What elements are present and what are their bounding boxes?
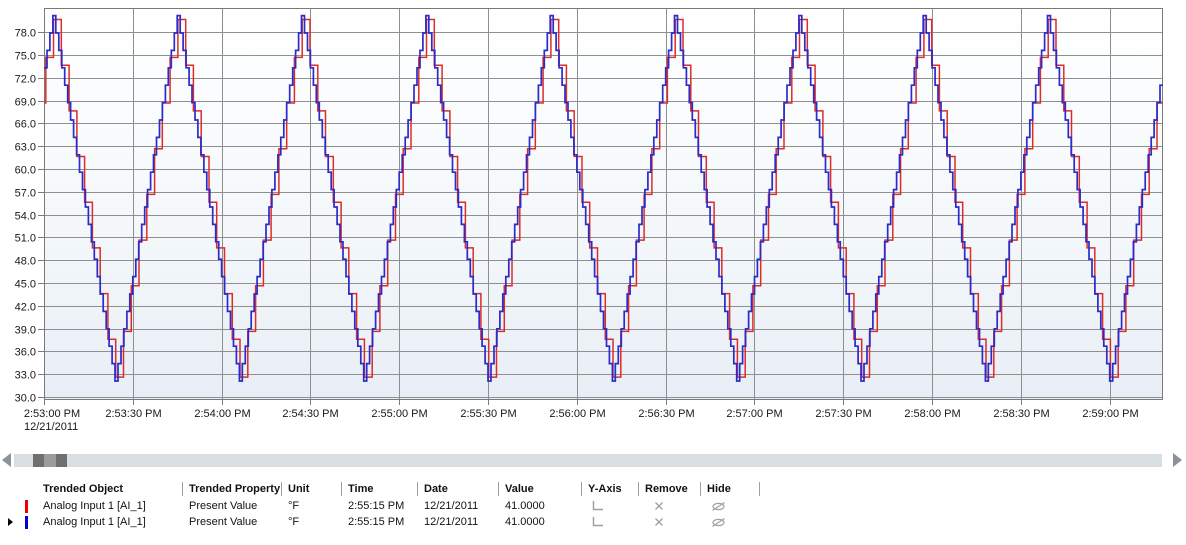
trend-legend-table: Trended Object Trended Property Unit Time Da… bbox=[0, 479, 1186, 530]
y-axis-tick-label: 36.0 bbox=[15, 347, 36, 359]
x-axis-date-label: 12/21/2011 bbox=[24, 421, 79, 433]
cell-value: 41.0000 bbox=[505, 500, 545, 512]
y-axis-tick-label: 60.0 bbox=[15, 165, 36, 177]
icon-cell bbox=[707, 517, 760, 528]
y-axis-tick-label: 66.0 bbox=[15, 119, 36, 131]
scroll-left-arrow-icon[interactable] bbox=[2, 453, 11, 467]
x-axis-tick-label: 2:57:00 PM bbox=[726, 408, 782, 420]
trend-chart[interactable]: 78.0 75.0 72.0 69.0 66.0 63.0 60.0 57.0 54.0 51.0… bbox=[0, 0, 1186, 445]
column-header-trended-property[interactable]: Trended Property bbox=[189, 481, 282, 496]
column-header-hide[interactable]: Hide bbox=[707, 481, 760, 496]
column-header-date[interactable]: Date bbox=[424, 481, 499, 496]
series-color-swatch bbox=[25, 515, 28, 529]
y-axis-icon[interactable] bbox=[590, 516, 604, 528]
y-axis-tick-label: 78.0 bbox=[15, 28, 36, 40]
selected-row-arrow-icon bbox=[8, 518, 13, 526]
cell-trended-object: Analog Input 1 [AI_1] bbox=[43, 500, 146, 512]
cell-date: 12/21/2011 bbox=[424, 500, 479, 512]
icon-cell bbox=[645, 517, 701, 527]
icon-cell bbox=[707, 501, 760, 512]
icon-cell bbox=[588, 500, 639, 512]
scrollbar-track[interactable] bbox=[14, 454, 1162, 467]
thumb-left-handle[interactable] bbox=[33, 454, 44, 467]
cell-value: 41.0000 bbox=[505, 516, 545, 528]
cell-date: 12/21/2011 bbox=[424, 516, 479, 528]
remove-x-icon[interactable] bbox=[654, 501, 664, 511]
cell-trended-property: Present Value bbox=[189, 500, 258, 512]
row-selector-cell bbox=[0, 499, 43, 513]
cell-trended-property: Present Value bbox=[189, 516, 258, 528]
icon-cell bbox=[588, 516, 639, 528]
table-header-row: Trended Object Trended Property Unit Time Da… bbox=[0, 479, 1186, 498]
cell-trended-object: Analog Input 1 [AI_1] bbox=[43, 516, 146, 528]
column-header-trended-object[interactable]: Trended Object bbox=[43, 481, 183, 496]
x-axis-tick-label: 2:58:30 PM bbox=[993, 408, 1049, 420]
x-axis-tick-label: 2:55:00 PM bbox=[371, 408, 427, 420]
y-axis-tick-label: 51.0 bbox=[15, 233, 36, 245]
y-axis-tick-label: 69.0 bbox=[15, 97, 36, 109]
scroll-right-arrow-icon[interactable] bbox=[1173, 453, 1182, 467]
thumb-grip[interactable] bbox=[44, 454, 56, 467]
y-axis-tick-label: 63.0 bbox=[15, 142, 36, 154]
plot-border bbox=[44, 8, 1163, 400]
y-axis-tick-label: 33.0 bbox=[15, 370, 36, 382]
table-row[interactable]: Analog Input 1 [AI_1] Present Value °F 2:55… bbox=[0, 498, 1186, 514]
y-axis-tick-label: 54.0 bbox=[15, 211, 36, 223]
column-header-value[interactable]: Value bbox=[505, 481, 582, 496]
y-axis-tick-label: 57.0 bbox=[15, 188, 36, 200]
cell-time: 2:55:15 PM bbox=[348, 516, 405, 528]
x-axis-tick-label: 2:54:00 PM bbox=[194, 408, 250, 420]
x-axis-tick-label: 2:56:30 PM bbox=[638, 408, 694, 420]
column-header-y-axis[interactable]: Y-Axis bbox=[588, 481, 639, 496]
y-axis-tick-label: 75.0 bbox=[15, 51, 36, 63]
y-axis-tick-label: 30.0 bbox=[15, 393, 36, 405]
scrollbar-thumb[interactable] bbox=[33, 454, 67, 467]
thumb-right-handle[interactable] bbox=[56, 454, 67, 467]
x-axis-tick-label: 2:54:30 PM bbox=[282, 408, 338, 420]
series-color-swatch bbox=[25, 499, 28, 513]
y-axis-icon[interactable] bbox=[590, 500, 604, 512]
column-header-remove[interactable]: Remove bbox=[645, 481, 701, 496]
x-axis-tick-label: 2:59:00 PM bbox=[1082, 408, 1138, 420]
x-axis-tick-label: 2:58:00 PM bbox=[904, 408, 960, 420]
cell-time: 2:55:15 PM bbox=[348, 500, 405, 512]
cell-unit: °F bbox=[288, 500, 300, 512]
y-axis-tick-label: 45.0 bbox=[15, 279, 36, 291]
x-axis-tick-label: 2:55:30 PM bbox=[460, 408, 516, 420]
x-axis-tick-label: 2:53:00 PM bbox=[24, 408, 80, 420]
y-axis-tick-label: 72.0 bbox=[15, 74, 36, 86]
column-header-time[interactable]: Time bbox=[348, 481, 418, 496]
hide-eye-slash-icon[interactable] bbox=[711, 517, 726, 528]
y-axis-tick-label: 39.0 bbox=[15, 325, 36, 337]
column-header-unit[interactable]: Unit bbox=[288, 481, 342, 496]
table-row[interactable]: Analog Input 1 [AI_1] Present Value °F 2:55… bbox=[0, 514, 1186, 530]
y-axis-tick-label: 48.0 bbox=[15, 256, 36, 268]
hide-eye-slash-icon[interactable] bbox=[711, 501, 726, 512]
row-selector-cell bbox=[0, 515, 43, 529]
icon-cell bbox=[645, 501, 701, 511]
trend-series-line bbox=[44, 14, 1163, 382]
y-axis-tick-label: 42.0 bbox=[15, 302, 36, 314]
plot-area[interactable] bbox=[44, 8, 1163, 400]
x-axis-tick-label: 2:57:30 PM bbox=[815, 408, 871, 420]
x-axis-tick-label: 2:53:30 PM bbox=[105, 408, 161, 420]
remove-x-icon[interactable] bbox=[654, 517, 664, 527]
x-axis-tick-label: 2:56:00 PM bbox=[549, 408, 605, 420]
horizontal-scrollbar bbox=[0, 453, 1186, 468]
cell-unit: °F bbox=[288, 516, 300, 528]
